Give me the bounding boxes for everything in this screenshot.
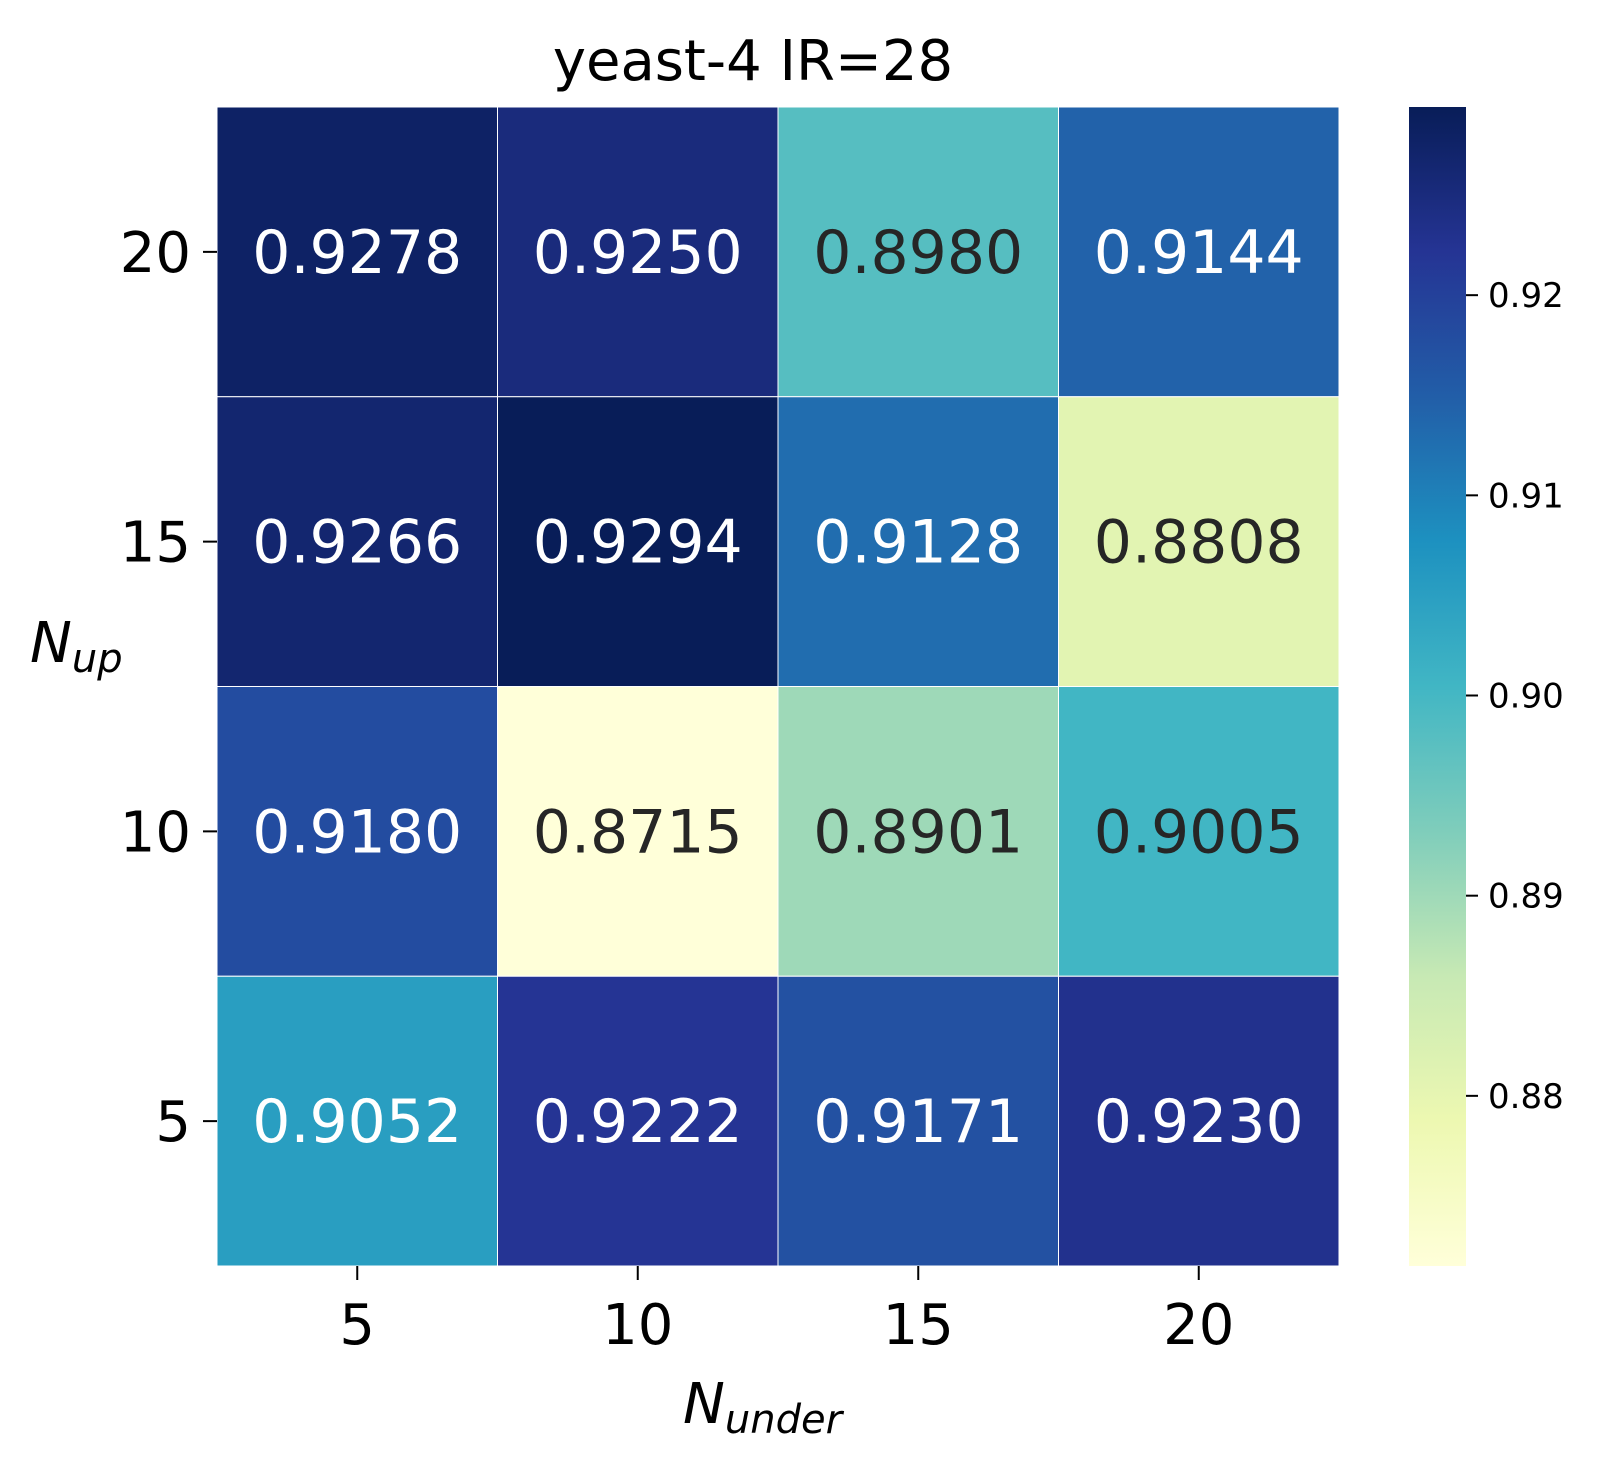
y-axis-label-main: N xyxy=(30,611,72,676)
x-axis-label: Nunder xyxy=(683,1372,845,1443)
colorbar-tick-label: 0.89 xyxy=(1488,877,1564,917)
cell-value-label: 0.9052 xyxy=(252,1087,462,1157)
x-tick-label: 15 xyxy=(883,1293,954,1358)
y-axis-ticks: 20 15 10 5 xyxy=(120,221,217,1155)
colorbar-tick-label: 0.92 xyxy=(1488,276,1564,316)
heatmap-cell xyxy=(497,396,779,687)
y-tick-label: 15 xyxy=(120,511,191,576)
colorbar xyxy=(1409,107,1466,1266)
cell-value-label: 0.8808 xyxy=(1094,508,1304,578)
cell-value-label: 0.8901 xyxy=(813,797,1023,867)
heatmap-cell xyxy=(497,975,779,1267)
cell-value-label: 0.9278 xyxy=(252,218,462,288)
colorbar-tick-label: 0.91 xyxy=(1488,476,1564,516)
heatmap-cell xyxy=(497,106,779,398)
y-tick-label: 20 xyxy=(120,221,191,286)
cell-value-label: 0.8980 xyxy=(813,218,1023,288)
cell-value-label: 0.9144 xyxy=(1094,218,1304,288)
heatmap-cell xyxy=(216,975,498,1267)
heatmap-cell xyxy=(497,686,779,977)
cell-value-label: 0.8715 xyxy=(533,797,743,867)
heatmap-cell xyxy=(777,106,1059,398)
chart-title: yeast-4 IR=28 xyxy=(553,29,953,94)
colorbar-tick-label: 0.88 xyxy=(1488,1077,1564,1117)
heatmap-cell xyxy=(1058,686,1340,977)
cell-value-label: 0.9128 xyxy=(813,508,1023,578)
heatmap-cell xyxy=(1058,975,1340,1267)
cell-value-label: 0.9266 xyxy=(252,508,462,578)
heatmap-cells: 0.9278 0.9250 0.8980 0.9144 0.9266 0.9294 0.91… xyxy=(216,106,1340,1267)
y-axis-label-sub: up xyxy=(72,636,123,682)
colorbar-ticks: 0.88 0.89 0.90 0.91 0.92 xyxy=(1466,276,1564,1117)
heatmap-cell xyxy=(777,396,1059,687)
y-tick-label: 10 xyxy=(120,800,191,865)
x-tick-label: 20 xyxy=(1163,1293,1234,1358)
x-axis-label-main: N xyxy=(683,1372,725,1437)
x-tick-label: 5 xyxy=(339,1293,375,1358)
cell-value-label: 0.9180 xyxy=(252,797,462,867)
x-axis-ticks: 5 10 15 20 xyxy=(339,1266,1234,1358)
cell-value-label: 0.9294 xyxy=(533,508,743,578)
x-tick-label: 10 xyxy=(602,1293,673,1358)
colorbar-tick-label: 0.90 xyxy=(1488,677,1564,717)
y-tick-label: 5 xyxy=(155,1090,191,1155)
cell-value-label: 0.9250 xyxy=(533,218,743,288)
cell-value-label: 0.9230 xyxy=(1094,1087,1304,1157)
cell-value-label: 0.9005 xyxy=(1094,797,1304,867)
cell-value-label: 0.9171 xyxy=(813,1087,1023,1157)
heatmap-cell xyxy=(216,106,498,398)
heatmap-cell xyxy=(1058,106,1340,398)
y-axis-label: Nup xyxy=(30,611,123,682)
heatmap-cell xyxy=(216,396,498,687)
heatmap-cell xyxy=(1058,396,1340,687)
x-axis-label-sub: under xyxy=(725,1397,845,1443)
cell-value-label: 0.9222 xyxy=(533,1087,743,1157)
heatmap-cell xyxy=(777,975,1059,1267)
